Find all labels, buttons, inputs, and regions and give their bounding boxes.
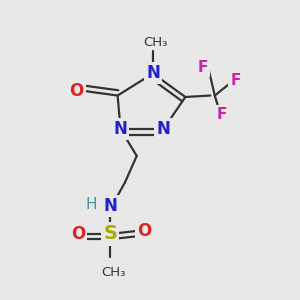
Text: N: N [146, 64, 160, 82]
Text: N: N [114, 120, 128, 138]
Text: S: S [103, 224, 117, 243]
Text: F: F [198, 60, 208, 75]
Text: O: O [71, 225, 85, 243]
Text: N: N [156, 120, 170, 138]
Text: CH₃: CH₃ [101, 266, 125, 279]
Text: O: O [69, 82, 83, 100]
Text: N: N [103, 197, 117, 215]
Text: O: O [137, 222, 151, 240]
Text: F: F [217, 107, 227, 122]
Text: F: F [230, 73, 241, 88]
Text: H: H [85, 197, 97, 212]
Text: CH₃: CH₃ [144, 36, 168, 49]
